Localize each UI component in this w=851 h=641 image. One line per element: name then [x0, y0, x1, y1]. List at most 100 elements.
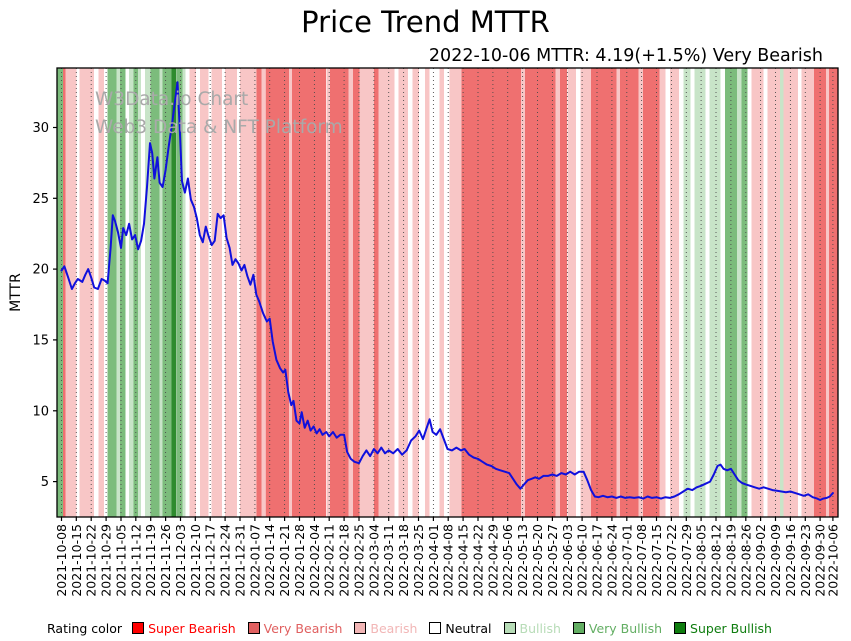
- rating-band-bearish: [555, 68, 560, 517]
- rating-band-very_bullish: [162, 68, 172, 517]
- x-tick-label: 2022-07-08: [634, 524, 649, 597]
- rating-band-neutral: [747, 68, 752, 517]
- chart-subtitle: 2022-10-06 MTTR: 4.19(+1.5%) Very Bearis…: [428, 46, 823, 66]
- rating-band-very_bearish: [265, 68, 290, 517]
- y-tick-label: 15: [32, 333, 49, 348]
- rating-band-neutral: [576, 68, 581, 517]
- rating-band-bearish: [326, 68, 330, 517]
- legend-label: Bearish: [370, 620, 418, 636]
- rating-band-bearish: [289, 68, 293, 517]
- x-tick-label: 2022-04-29: [485, 524, 500, 597]
- x-tick-label: 2021-12-10: [188, 524, 203, 597]
- rating-band-neutral: [196, 68, 200, 517]
- rating-band-neutral: [678, 68, 684, 517]
- legend-swatch: [247, 622, 260, 634]
- rating-band-bullish: [116, 68, 121, 517]
- x-tick-label: 2022-08-12: [709, 524, 724, 597]
- legend-item: Bullish: [503, 620, 561, 636]
- x-tick-label: 2022-10-06: [825, 524, 840, 597]
- rating-band-bearish: [199, 68, 209, 517]
- x-tick-label: 2022-05-13: [515, 524, 530, 597]
- rating-band-bearish: [211, 68, 223, 517]
- rating-band-neutral: [222, 68, 226, 517]
- legend-title: Rating color: [47, 621, 123, 637]
- legend-label: Super Bullish: [690, 620, 772, 636]
- rating-band-bearish: [412, 68, 420, 517]
- rating-band-neutral: [705, 68, 710, 517]
- rating-band-neutral: [763, 68, 768, 517]
- x-tick-label: 2022-03-18: [396, 524, 411, 597]
- rating-band-neutral: [185, 68, 190, 517]
- x-tick-label: 2022-06-03: [560, 524, 575, 597]
- rating-band-bullish: [182, 68, 186, 517]
- rating-band-bearish: [378, 68, 395, 517]
- rating-band-bearish: [261, 68, 266, 517]
- x-tick-label: 2021-10-08: [54, 524, 69, 597]
- x-tick-label: 2021-12-17: [203, 524, 218, 597]
- legend-swatch: [429, 622, 442, 634]
- rating-band-very_bullish: [150, 68, 160, 517]
- x-tick-label: 2022-02-04: [307, 524, 322, 597]
- rating-band-bullish: [159, 68, 163, 517]
- rating-band-bullish: [694, 68, 706, 517]
- x-tick-label: 2022-02-25: [352, 524, 367, 597]
- x-tick-label: 2022-09-16: [783, 524, 798, 597]
- legend-label: Super Bearish: [148, 620, 236, 636]
- rating-band-neutral: [720, 68, 725, 517]
- rating-band-bearish: [439, 68, 444, 517]
- rating-band-bearish: [567, 68, 577, 517]
- rating-band-bearish: [348, 68, 354, 517]
- x-tick-label: 2022-07-15: [649, 524, 664, 597]
- legend-label: Bullish: [519, 620, 561, 636]
- x-tick-label: 2022-07-22: [664, 524, 679, 597]
- legend-swatch: [354, 622, 367, 634]
- legend-swatch: [132, 622, 145, 634]
- rating-band-bearish: [359, 68, 374, 517]
- rating-band-bearish: [425, 68, 430, 517]
- x-tick-label: 2022-04-15: [456, 524, 471, 597]
- x-tick-label: 2021-12-24: [218, 524, 233, 597]
- rating-band-neutral: [94, 68, 99, 517]
- rating-band-bearish: [669, 68, 679, 517]
- x-tick-label: 2022-03-11: [381, 524, 396, 597]
- rating-band-very_bearish: [373, 68, 379, 517]
- rating-band-bearish: [449, 68, 462, 517]
- legend-item: Super Bullish: [674, 621, 772, 636]
- rating-band-bearish: [580, 68, 591, 517]
- x-tick-label: 2021-10-29: [99, 524, 114, 597]
- legend-item: Bearish: [354, 621, 417, 636]
- rating-band-neutral: [408, 68, 413, 517]
- rating-band-bullish: [144, 68, 151, 517]
- rating-band-very_bearish: [353, 68, 360, 517]
- x-tick-label: 2022-08-26: [738, 524, 753, 597]
- rating-band-bearish: [767, 68, 780, 517]
- x-tick-label: 2021-12-31: [233, 524, 248, 597]
- rating-band-bullish: [129, 68, 134, 517]
- rating-band-bearish: [638, 68, 644, 517]
- rating-band-bullish: [138, 68, 142, 517]
- x-tick-label: 2021-11-26: [158, 524, 173, 597]
- rating-band-very_bearish: [559, 68, 568, 517]
- legend-items: Super Bearish Very Bearish Bearish Neutral B…: [132, 621, 784, 638]
- rating-band-very_bullish: [107, 68, 117, 517]
- x-tick-label: 2022-09-09: [768, 524, 783, 597]
- rating-legend: Rating color Super Bearish Very Bearish Be…: [47, 621, 784, 638]
- y-axis-label: MTTR: [8, 273, 24, 312]
- legend-item: Very Bullish: [572, 621, 662, 636]
- legend-label: Very Bearish: [263, 620, 343, 636]
- rating-band-bearish: [659, 68, 666, 517]
- rating-band-very_bearish: [461, 68, 522, 517]
- y-tick-label: 5: [41, 475, 49, 490]
- rating-band-very_bearish: [643, 68, 660, 517]
- x-tick-label: 2022-07-29: [679, 524, 694, 597]
- x-tick-label: 2022-06-24: [604, 524, 619, 597]
- x-tick-label: 2021-10-22: [84, 524, 99, 597]
- rating-band-neutral: [665, 68, 670, 517]
- x-tick-label: 2021-11-19: [143, 524, 158, 597]
- rating-band-very_bullish: [176, 68, 183, 517]
- rating-band-bullish: [780, 68, 784, 517]
- x-tick-label: 2022-09-23: [798, 524, 813, 597]
- mttr-line: [60, 81, 834, 501]
- rating-band-very_bearish: [63, 68, 66, 517]
- legend-item: Super Bearish: [132, 621, 236, 636]
